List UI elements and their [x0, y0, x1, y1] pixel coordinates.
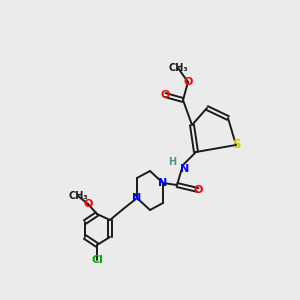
Text: O: O	[183, 77, 193, 87]
Text: H: H	[168, 157, 176, 167]
Text: CH₃: CH₃	[168, 63, 188, 73]
Text: N: N	[180, 164, 190, 174]
Text: S: S	[232, 139, 240, 152]
Text: O: O	[160, 90, 170, 100]
Text: CH₃: CH₃	[68, 191, 88, 201]
Text: Cl: Cl	[91, 255, 103, 265]
Text: O: O	[83, 199, 93, 209]
Text: N: N	[132, 193, 142, 203]
Text: O: O	[193, 185, 203, 195]
Text: N: N	[158, 178, 168, 188]
